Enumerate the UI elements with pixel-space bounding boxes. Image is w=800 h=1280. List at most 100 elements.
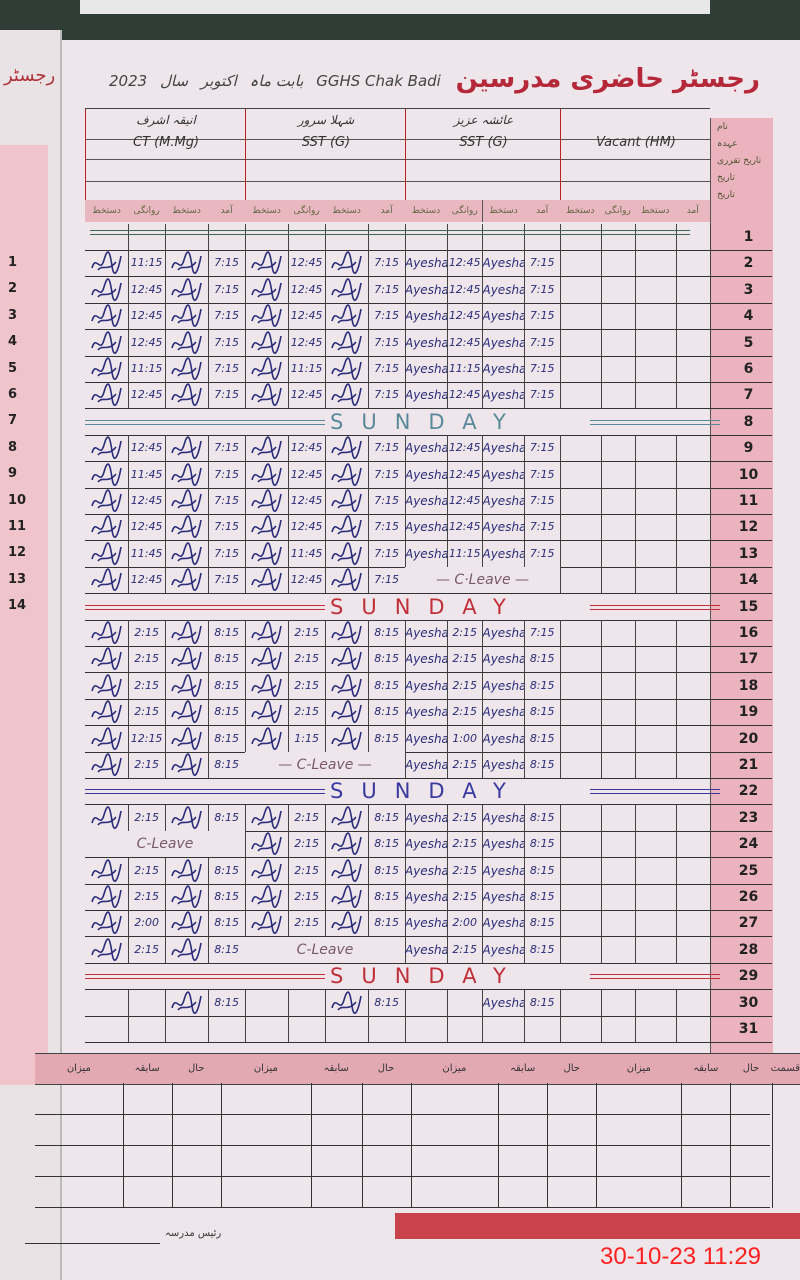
departure-time-cell (601, 540, 636, 567)
signature-cell (560, 514, 602, 541)
arrival-time-cell: 8:15 (368, 884, 406, 910)
strike-line (85, 604, 325, 610)
departure-time-cell: 2:15 (447, 884, 484, 910)
signature-cell: Ayesha (483, 831, 526, 858)
signature-cell (245, 356, 290, 382)
day-row: 11:45 7:15 11:45 7:15 Ayesha 11:15 Ayesha 7:15 1… (85, 540, 772, 568)
day-row: 12:45 7:15 12:45 7:15 Ayesha 12:45 Ayesha 7:15 1… (85, 514, 772, 542)
signature-scribble (250, 330, 282, 354)
signature-scribble (170, 726, 202, 750)
signature-cell (245, 989, 290, 1016)
signature-cell (635, 276, 677, 303)
signature-cell (560, 752, 602, 778)
day-row: 11:15 7:15 12:45 7:15 Ayesha 12:45 Ayesha 7:15 2 (85, 250, 772, 278)
arrival-time-cell: 8:15 (208, 620, 246, 646)
signature-cell (325, 250, 370, 277)
departure-time-cell: 2:15 (447, 646, 484, 673)
departure-time-cell: 11:15 (128, 356, 166, 382)
departure-time-cell: 2:15 (447, 620, 484, 646)
signature-cell: Ayesha (405, 910, 448, 937)
signature-cell (325, 910, 370, 937)
arrival-time-cell: 8:15 (524, 936, 561, 963)
year-label: سال (159, 72, 189, 90)
signature-cell: Ayesha (405, 831, 448, 858)
signature-scribble (330, 832, 362, 856)
signature-cell (245, 1016, 290, 1042)
signature-cell: Ayesha (405, 435, 448, 462)
left-date-number: 5 (8, 360, 18, 376)
signature-cell (85, 910, 130, 937)
arrival-time-cell: 8:15 (524, 910, 561, 937)
teacher-post: Vacant (HM) (596, 135, 676, 150)
signature-cell (483, 1016, 526, 1042)
signature-cell (245, 831, 290, 858)
departure-time-cell: 2:15 (288, 831, 326, 858)
departure-time-cell (288, 989, 326, 1016)
signature-scribble (330, 858, 362, 882)
side-label: عہدہ (717, 139, 738, 149)
signature-cell: Ayesha (405, 329, 448, 356)
signature-cell (245, 224, 290, 250)
departure-time-cell: 12:45 (447, 435, 484, 462)
departure-time-cell (601, 567, 636, 594)
signature-cell (635, 646, 677, 673)
signature-scribble (330, 462, 362, 486)
departure-time-cell (128, 1016, 166, 1042)
signature-scribble (250, 674, 282, 697)
arrival-time-cell: 7:15 (524, 382, 561, 409)
signature-cell: Ayesha (405, 382, 448, 409)
departure-time-cell: 11:15 (447, 540, 484, 567)
column-header: آمد (675, 200, 711, 222)
departure-time-cell: 11:15 (288, 356, 326, 382)
signature-cell (85, 540, 130, 567)
signature-scribble (170, 251, 202, 275)
signature-scribble (170, 436, 202, 460)
signature-scribble (90, 700, 122, 724)
departure-time-cell (601, 356, 636, 382)
signature-cell: Ayesha (483, 857, 526, 884)
signature-scribble (90, 911, 122, 935)
departure-time-cell: 12:45 (128, 329, 166, 356)
arrival-time-cell (524, 567, 561, 594)
signature-scribble (250, 357, 282, 381)
signature-cell (635, 672, 677, 699)
teacher-name: عائشہ عزیز (453, 113, 514, 127)
signature-scribble (90, 647, 122, 671)
arrival-time-cell (676, 672, 711, 699)
departure-time-cell (128, 989, 166, 1016)
signature-scribble (170, 542, 202, 565)
signature-cell (483, 224, 526, 250)
signature-scribble (330, 806, 362, 829)
day-row: 1 (85, 224, 772, 251)
departure-time-cell: 2:15 (288, 672, 326, 699)
signature-scribble (330, 383, 362, 407)
signature-scribble (90, 885, 122, 909)
date-number: 1 (743, 229, 754, 245)
arrival-time-cell (676, 620, 711, 646)
date-number: 30 (738, 994, 759, 1011)
signature-scribble (250, 700, 282, 724)
signature-scribble (90, 542, 122, 565)
signature-cell (325, 857, 370, 884)
signature-cell: Ayesha (483, 540, 526, 567)
signature-cell (405, 1016, 448, 1042)
departure-time-cell: 12:45 (447, 329, 484, 356)
departure-time-cell: 1:00 (447, 725, 484, 752)
signature-cell (85, 646, 130, 673)
signature-cell (245, 514, 290, 541)
school-name: GGHS Chak Badi (316, 72, 441, 90)
signature-cell (635, 435, 677, 462)
arrival-time-cell (676, 250, 711, 277)
departure-time-cell: 2:15 (128, 936, 166, 963)
departure-time-cell: 12:45 (288, 250, 326, 277)
side-label: تاریخ تقرری (717, 156, 762, 166)
departure-time-cell: 2:15 (128, 804, 166, 831)
signature-cell: Ayesha (483, 514, 526, 541)
signature-cell (325, 725, 370, 752)
day-row: SUNDAY 22 (85, 778, 772, 806)
signature-cell (560, 276, 602, 303)
signature-scribble (250, 911, 282, 935)
arrival-time-cell (368, 224, 406, 250)
date-number: 21 (738, 757, 759, 773)
signature-cell (245, 276, 290, 303)
